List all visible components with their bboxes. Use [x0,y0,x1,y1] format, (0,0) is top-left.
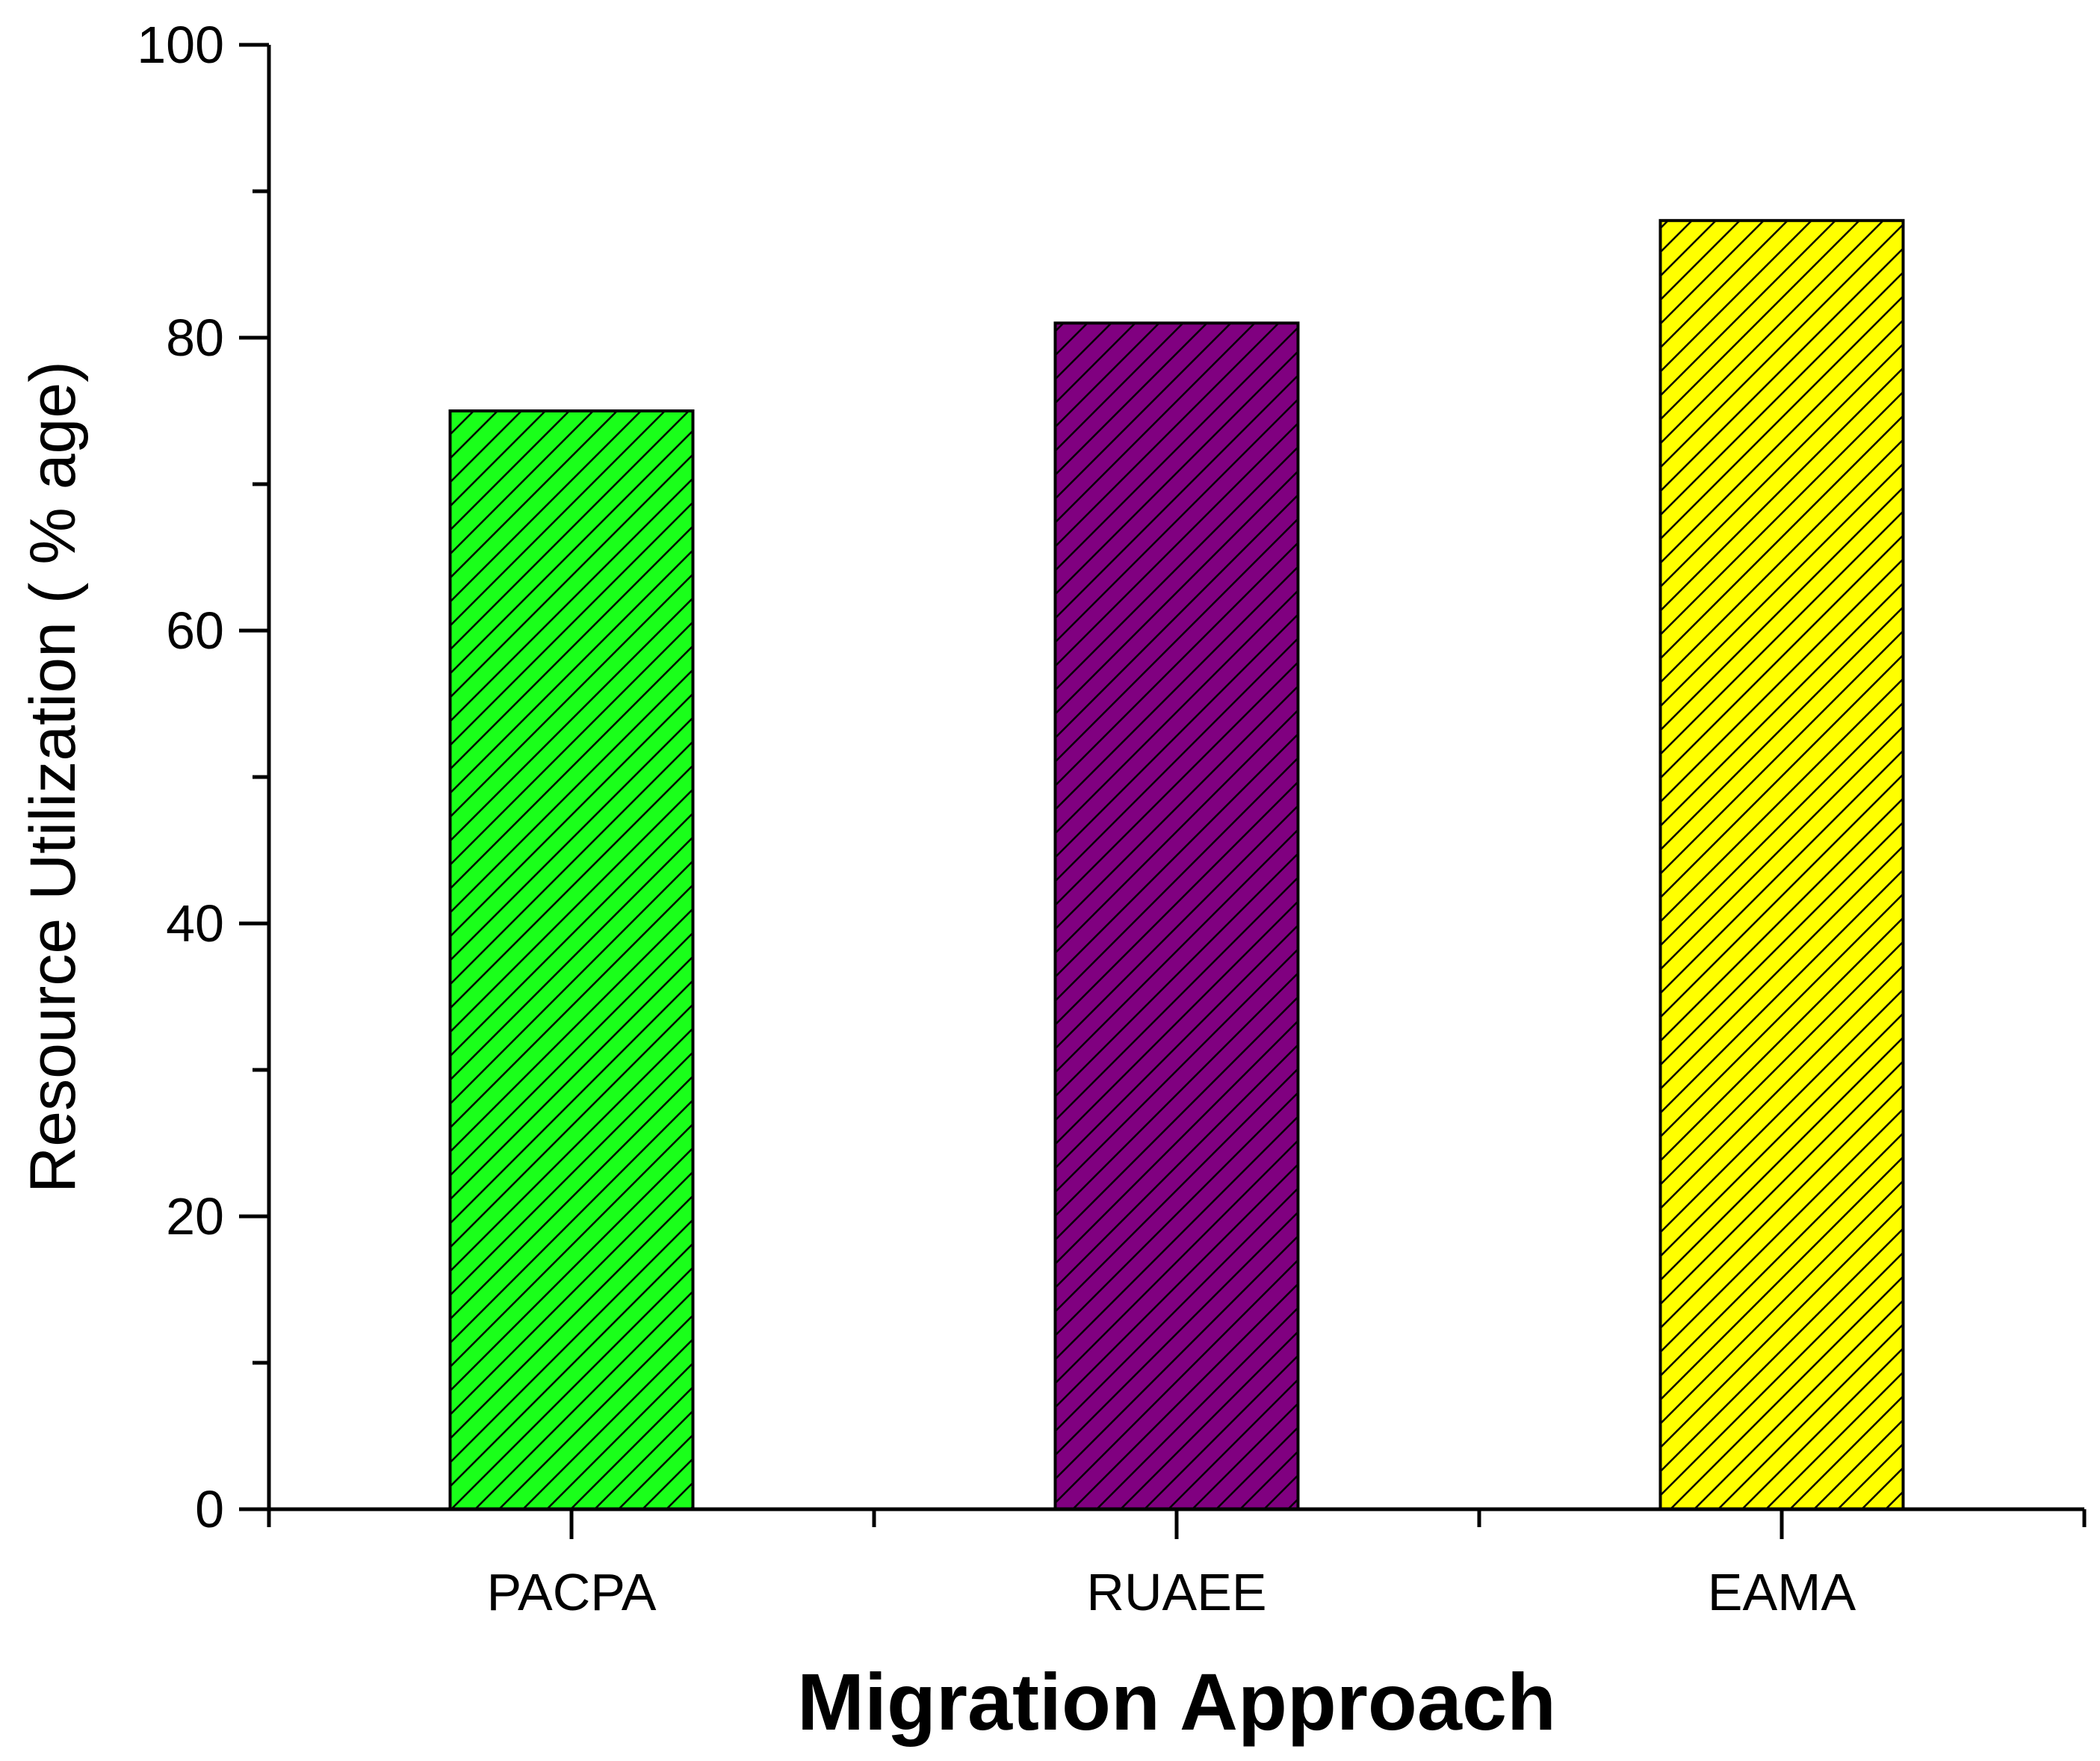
y-tick-label: 40 [166,894,224,953]
x-tick-label-ruaee: RUAEE [1086,1563,1266,1621]
y-tick-label: 60 [166,601,224,660]
y-tick-label: 80 [166,309,224,367]
labels-layer: Resource Utilization ( % age) Migration … [17,361,1556,1747]
bar-pacpa [448,409,695,1511]
bars-layer [448,219,1905,1511]
bar-eama [1658,219,1905,1511]
axes-layer: 0 20 40 60 80 100 PACPA RUAEE EAMA [137,16,2087,1621]
y-tick-label: 20 [166,1187,224,1245]
x-tick-label-eama: EAMA [1708,1563,1856,1621]
y-tick-label: 100 [137,16,224,74]
x-axis-title: Migration Approach [797,1656,1556,1747]
bar-ruaee [1053,321,1300,1511]
y-axis-title: Resource Utilization ( % age) [17,361,89,1193]
x-tick-label-pacpa: PACPA [487,1563,657,1621]
y-tick-label: 0 [195,1480,224,1538]
